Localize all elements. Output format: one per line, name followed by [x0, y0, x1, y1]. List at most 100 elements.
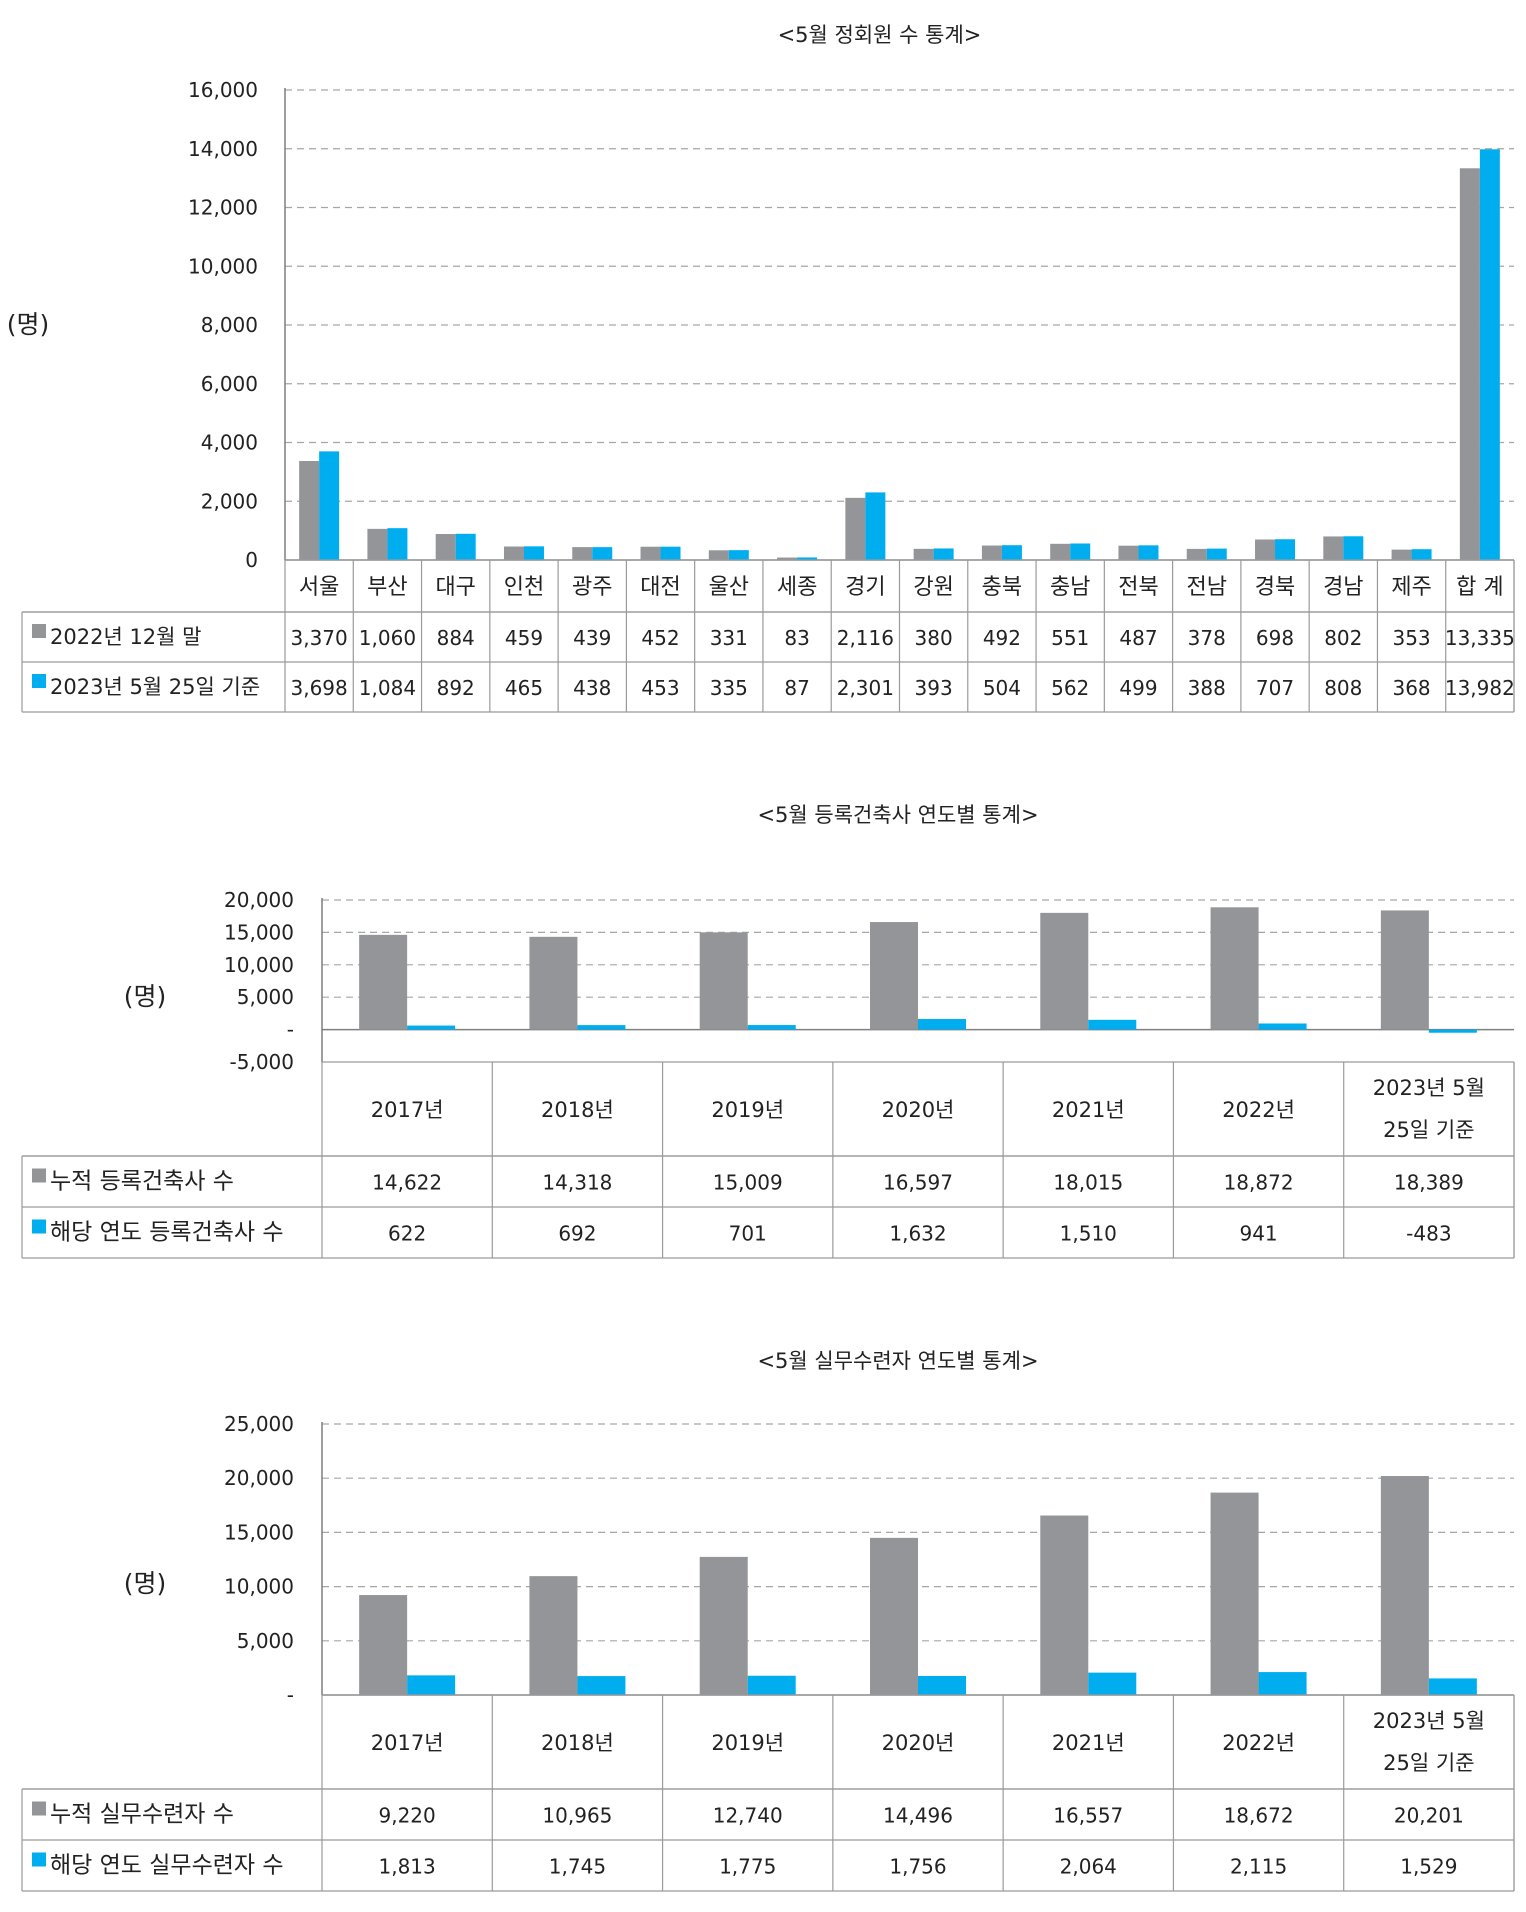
- bar-series1: [572, 547, 593, 560]
- data-label: 941: [1239, 1222, 1277, 1246]
- data-label: 551: [1051, 626, 1089, 650]
- data-label: 353: [1392, 626, 1430, 650]
- category-label: 2020년: [882, 1731, 955, 1755]
- chart-3: <5월 실무수련자 연도별 통계> (명) - 5,000 10,000 15,000 20…: [21, 1349, 1515, 1892]
- data-label: 388: [1188, 676, 1226, 700]
- bar-series1: [1050, 543, 1071, 560]
- bar-series2: [918, 1675, 966, 1695]
- category-label: 경기: [845, 575, 885, 600]
- bar-series1: [1040, 912, 1089, 1030]
- y-tick-label: 16,000: [188, 78, 258, 102]
- data-label: 2,064: [1060, 1855, 1117, 1879]
- legend-swatch-series2: [32, 1219, 46, 1234]
- category-label: 대구: [435, 575, 475, 600]
- y-tick-label: 15,000: [224, 1520, 294, 1544]
- data-label: 499: [1119, 676, 1157, 700]
- data-label: 16,557: [1053, 1804, 1123, 1828]
- bar-series1: [529, 1576, 578, 1695]
- category-label: 전북: [1118, 575, 1158, 600]
- bar-series1: [299, 461, 320, 560]
- category-label: 2021년: [1052, 1098, 1125, 1122]
- data-label: 487: [1119, 626, 1157, 650]
- y-tick-label: 12,000: [188, 196, 258, 220]
- y-tick-label: 20,000: [224, 1466, 294, 1490]
- bar-series2: [865, 492, 886, 560]
- data-label: 9,220: [379, 1804, 436, 1828]
- data-label: 331: [710, 626, 748, 650]
- bar-series2: [577, 1676, 626, 1695]
- legend-swatch-series1: [32, 624, 46, 638]
- bar-series2: [1428, 1678, 1477, 1695]
- bar-series1: [913, 548, 934, 560]
- data-label: 368: [1392, 676, 1430, 700]
- bar-series2: [1343, 536, 1364, 560]
- bar-series2: [1138, 545, 1159, 560]
- category-label: 합 계: [1456, 575, 1503, 600]
- y-tick-label: 10,000: [224, 953, 294, 977]
- bar-series1: [1323, 536, 1344, 560]
- y-axis-label: (명): [124, 1569, 167, 1598]
- data-label: 452: [641, 626, 679, 650]
- category-label: 인천: [504, 575, 544, 600]
- data-label: 1,084: [359, 676, 416, 700]
- bar-series1: [367, 528, 388, 560]
- category-label: 2022년: [1222, 1731, 1295, 1755]
- y-tick-label: 6,000: [201, 372, 258, 396]
- data-label: 18,672: [1224, 1804, 1294, 1828]
- chart-title: <5월 등록건축사 연도별 통계>: [757, 803, 1038, 827]
- y-tick-label: 15,000: [224, 920, 294, 944]
- data-label: 378: [1188, 626, 1226, 650]
- bar-series2: [1411, 549, 1432, 560]
- data-label: 802: [1324, 626, 1362, 650]
- legend-label-series2: 해당 연도 실무수련자 수: [50, 1853, 284, 1879]
- data-label: 393: [915, 676, 953, 700]
- data-label: 701: [729, 1222, 767, 1246]
- bar-series2: [523, 546, 544, 560]
- data-label: 18,389: [1394, 1171, 1464, 1195]
- data-label: 12,740: [713, 1804, 783, 1828]
- bar-series1: [435, 534, 456, 560]
- legend-swatch-series2: [32, 1852, 46, 1867]
- category-label: 2017년: [371, 1098, 444, 1122]
- category-label: 2022년: [1222, 1098, 1295, 1122]
- bar-series1: [1118, 545, 1139, 560]
- bar-series2: [918, 1019, 966, 1030]
- legend-swatch-series1: [32, 1801, 46, 1816]
- data-label: 884: [437, 626, 475, 650]
- data-label: 1,632: [889, 1222, 946, 1246]
- y-tick-label: 8,000: [201, 313, 258, 337]
- legend-label-series1: 누적 등록건축사 수: [50, 1169, 234, 1195]
- data-label: 14,318: [542, 1171, 612, 1195]
- y-axis-label: (명): [124, 982, 167, 1011]
- bar-series2: [728, 550, 749, 560]
- data-label: 3,370: [291, 626, 348, 650]
- bar-series2: [455, 533, 476, 560]
- data-label: 504: [983, 676, 1021, 700]
- data-label: 18,872: [1224, 1171, 1294, 1195]
- bar-series2: [747, 1025, 796, 1030]
- category-label: 세종: [777, 575, 817, 600]
- bar-series1: [845, 497, 866, 560]
- y-tick-label: 5,000: [237, 985, 294, 1009]
- data-label: 622: [388, 1222, 426, 1246]
- bar-series1: [699, 932, 748, 1030]
- bar-series2: [1258, 1672, 1307, 1695]
- data-label: 707: [1256, 676, 1294, 700]
- bar-series1: [1380, 910, 1429, 1030]
- y-tick-label: 14,000: [188, 137, 258, 161]
- bar-series2: [660, 546, 681, 560]
- data-label: 1,060: [359, 626, 416, 650]
- bar-series1: [699, 1556, 748, 1695]
- category-label: 2023년 5월 25일 기준: [1373, 1076, 1485, 1142]
- data-label: 459: [505, 626, 543, 650]
- legend-label-series2: 해당 연도 등록건축사 수: [50, 1220, 284, 1246]
- bar-series1: [777, 557, 798, 560]
- y-tick-label: 10,000: [188, 254, 258, 278]
- data-label: 13,982: [1445, 676, 1515, 700]
- bar-series1: [1459, 168, 1480, 561]
- data-label: 1,756: [889, 1855, 946, 1879]
- legend-swatch-series1: [32, 1168, 46, 1183]
- bar-series1: [1391, 549, 1412, 560]
- category-label: 강원: [913, 575, 953, 600]
